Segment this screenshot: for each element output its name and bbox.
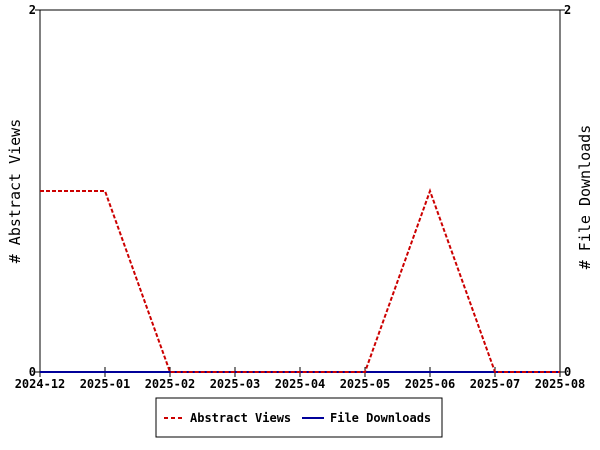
plot-area [39, 9, 561, 373]
x-axis-ticks: 2024-12 2025-01 2025-02 2025-03 2025-04 2025-… [15, 367, 586, 391]
x-tick-label: 2025-06 [405, 377, 456, 391]
y-axis-right-label: # File Downloads [576, 125, 594, 270]
y-axis-ticks: 0 0 2 2 [29, 3, 571, 379]
y-left-tick-label: 2 [29, 3, 36, 17]
series-line-abstract-views [40, 188, 560, 373]
legend: Abstract Views File Downloads [155, 397, 443, 438]
x-tick-label: 2025-05 [340, 377, 391, 391]
y-axis-left-label: # Abstract Views [6, 119, 24, 264]
y-right-tick-label: 2 [564, 3, 571, 17]
y-left-tick-label: 0 [29, 365, 36, 379]
legend-box [155, 397, 443, 438]
x-tick-label: 2024-12 [15, 377, 66, 391]
x-tick-label: 2025-03 [210, 377, 261, 391]
x-tick-label: 2025-08 [535, 377, 586, 391]
legend-label-abstract-views: Abstract Views [190, 411, 291, 425]
x-tick-label: 2025-04 [275, 377, 326, 391]
series-layer [40, 188, 560, 373]
x-tick-label: 2025-07 [470, 377, 521, 391]
legend-label-file-downloads: File Downloads [330, 411, 431, 425]
y-right-tick-label: 0 [564, 365, 571, 379]
x-tick-label: 2025-02 [145, 377, 196, 391]
x-tick-label: 2025-01 [80, 377, 131, 391]
